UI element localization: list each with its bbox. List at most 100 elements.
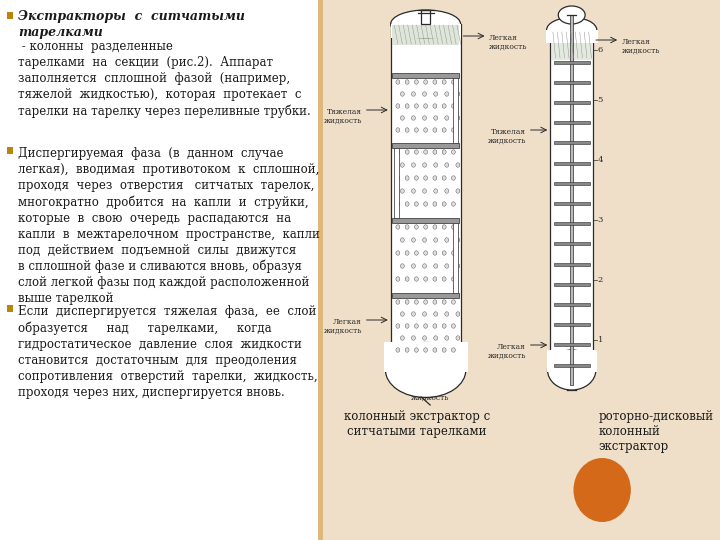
Circle shape (433, 176, 437, 180)
Circle shape (442, 251, 446, 255)
Ellipse shape (385, 342, 466, 397)
Circle shape (442, 150, 446, 154)
Bar (554, 262, 590, 266)
Circle shape (445, 336, 449, 340)
Text: Легкая
жидкость: Легкая жидкость (490, 34, 528, 51)
Bar (392, 25, 459, 45)
Circle shape (405, 104, 409, 108)
Bar (392, 293, 459, 298)
Bar (391, 24, 461, 38)
Circle shape (405, 80, 409, 84)
Bar (554, 202, 590, 205)
Circle shape (396, 104, 400, 108)
Ellipse shape (558, 6, 585, 24)
Circle shape (451, 104, 455, 108)
Bar (395, 148, 399, 218)
Ellipse shape (391, 10, 461, 38)
Circle shape (451, 251, 455, 255)
Text: Легкая
жидкость: Легкая жидкость (323, 318, 362, 335)
Circle shape (423, 225, 428, 229)
Bar (392, 143, 459, 148)
Circle shape (396, 324, 400, 328)
Circle shape (423, 324, 428, 328)
Bar (554, 303, 590, 306)
Circle shape (405, 300, 409, 304)
Circle shape (445, 92, 449, 96)
Circle shape (456, 92, 460, 96)
Bar (391, 24, 461, 370)
Circle shape (415, 251, 418, 255)
Text: 6: 6 (598, 46, 603, 54)
Circle shape (433, 277, 437, 281)
Text: Тяжелая
жидкость: Тяжелая жидкость (487, 128, 526, 145)
Bar (554, 343, 590, 346)
Circle shape (451, 300, 455, 304)
Circle shape (411, 189, 415, 193)
Circle shape (405, 324, 409, 328)
Circle shape (451, 277, 455, 281)
Circle shape (433, 238, 438, 242)
Circle shape (451, 348, 455, 352)
Circle shape (405, 176, 409, 180)
Circle shape (423, 264, 426, 268)
Bar (554, 181, 590, 185)
Circle shape (442, 348, 446, 352)
Circle shape (396, 176, 400, 180)
Text: роторно-дисковый
колонный
экстрактор: роторно-дисковый колонный экстрактор (598, 410, 714, 453)
Bar (554, 323, 590, 326)
Circle shape (433, 104, 437, 108)
Circle shape (405, 128, 409, 132)
Text: Диспергируемая  фаза  (в  данном  случае
легкая),  вводимая  противотоком  к  сп: Диспергируемая фаза (в данном случае лег… (18, 147, 320, 305)
Ellipse shape (547, 350, 596, 390)
Circle shape (433, 312, 438, 316)
Circle shape (445, 116, 449, 120)
Circle shape (400, 189, 405, 193)
Circle shape (423, 128, 428, 132)
Bar (554, 222, 590, 225)
Circle shape (456, 189, 460, 193)
Circle shape (396, 80, 400, 84)
Text: - колонны  разделенные
тарелками  на  секции  (рис.2).  Аппарат
заполняется  спл: - колонны разделенные тарелками на секци… (18, 40, 310, 118)
Bar (554, 121, 590, 124)
Circle shape (433, 251, 437, 255)
Circle shape (456, 264, 460, 268)
Text: Тяжелая
жидкость: Тяжелая жидкость (323, 108, 362, 125)
Circle shape (451, 324, 455, 328)
Text: 3: 3 (598, 216, 603, 224)
Bar (421, 10, 430, 24)
Circle shape (415, 348, 418, 352)
Circle shape (423, 80, 428, 84)
Circle shape (433, 300, 437, 304)
Circle shape (445, 238, 449, 242)
Circle shape (415, 202, 418, 206)
Circle shape (423, 176, 428, 180)
Circle shape (396, 300, 400, 304)
Circle shape (396, 150, 400, 154)
Circle shape (456, 312, 460, 316)
Circle shape (433, 116, 438, 120)
Circle shape (423, 163, 426, 167)
Circle shape (415, 324, 418, 328)
Circle shape (433, 324, 437, 328)
Bar (554, 161, 590, 165)
Circle shape (433, 80, 437, 84)
Circle shape (405, 251, 409, 255)
Circle shape (415, 80, 418, 84)
Circle shape (445, 264, 449, 268)
Circle shape (433, 150, 437, 154)
Circle shape (405, 150, 409, 154)
Circle shape (400, 163, 405, 167)
Bar (392, 73, 459, 78)
Bar (7, 12, 14, 19)
Text: Если  диспергируется  тяжелая  фаза,  ее  слой
образуется     над     тарелками,: Если диспергируется тяжелая фаза, ее сло… (18, 305, 318, 399)
Circle shape (442, 202, 446, 206)
Circle shape (400, 116, 405, 120)
Circle shape (423, 336, 426, 340)
Circle shape (400, 238, 405, 242)
Circle shape (423, 251, 428, 255)
Circle shape (423, 238, 426, 242)
Circle shape (433, 336, 438, 340)
Circle shape (442, 324, 446, 328)
Bar (554, 60, 590, 64)
Circle shape (423, 104, 428, 108)
